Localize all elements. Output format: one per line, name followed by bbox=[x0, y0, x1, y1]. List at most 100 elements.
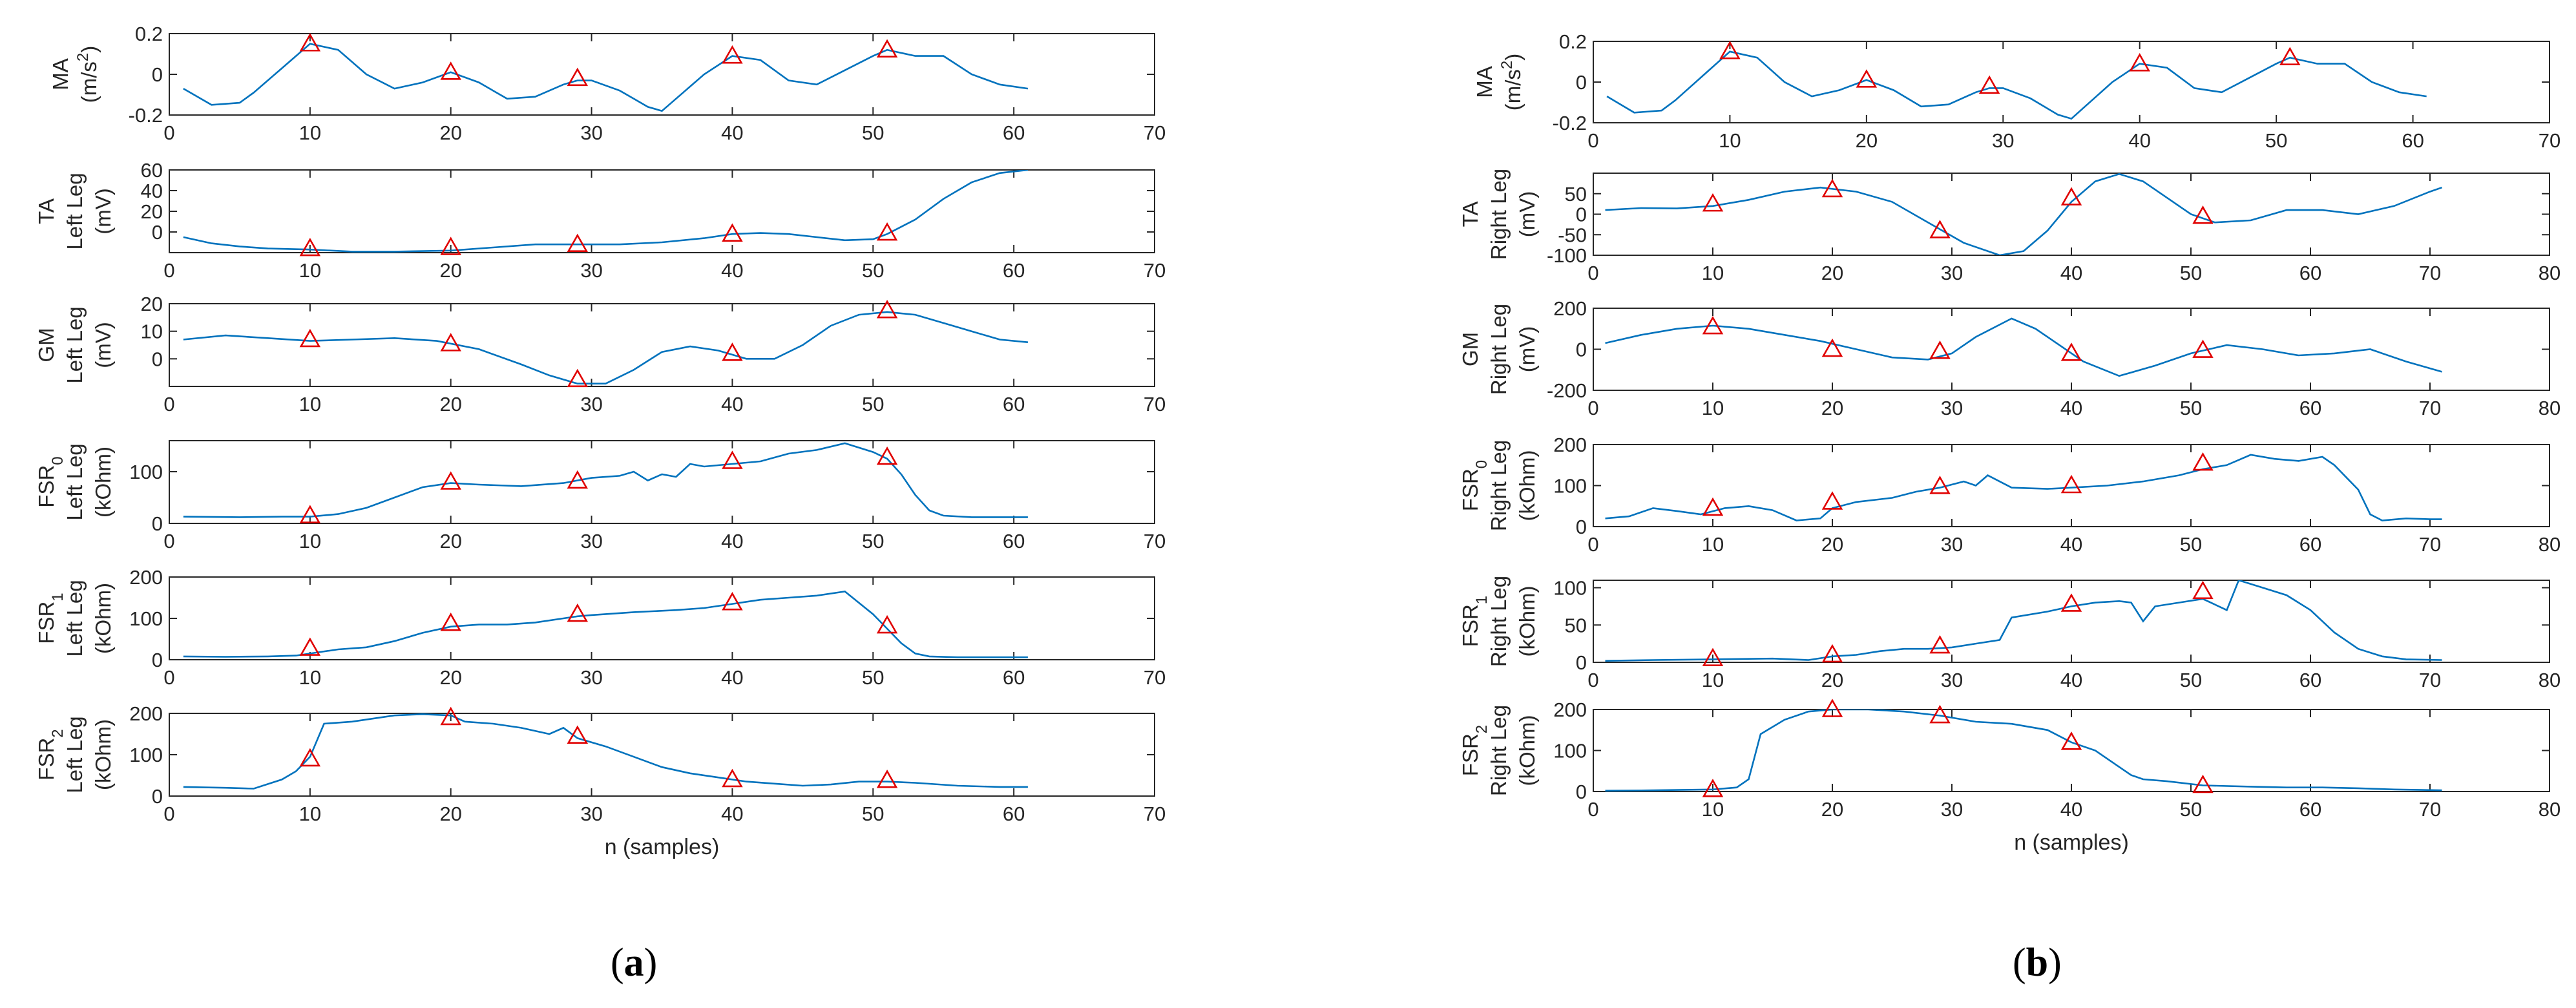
y-axis-label-line: (mV) bbox=[1515, 326, 1539, 372]
x-tick-label: 80 bbox=[2539, 397, 2560, 419]
x-tick-label: 60 bbox=[2299, 798, 2321, 821]
event-marker bbox=[1978, 75, 2000, 94]
y-axis-label-line: (kOhm) bbox=[1515, 450, 1539, 521]
x-tick-label: 70 bbox=[1144, 121, 1166, 144]
x-tick-label: 60 bbox=[2299, 533, 2321, 556]
y-tick-label: -200 bbox=[1547, 379, 1587, 402]
y-tick-label: 200 bbox=[1553, 434, 1587, 456]
y-axis-label-line: FSR2 bbox=[34, 729, 67, 780]
x-tick-label: 40 bbox=[2060, 397, 2082, 419]
x-tick-label: 20 bbox=[1821, 533, 1843, 556]
x-tick-label: 60 bbox=[1003, 393, 1025, 415]
event-marker bbox=[722, 45, 743, 64]
x-tick-label: 70 bbox=[1144, 530, 1166, 552]
x-tick-label: 40 bbox=[2128, 129, 2150, 152]
event-marker bbox=[722, 768, 743, 788]
event-marker bbox=[1929, 704, 1951, 724]
x-tick-label: 50 bbox=[862, 530, 884, 552]
panel-label-a: (a) bbox=[611, 941, 658, 985]
y-tick-label: 200 bbox=[129, 702, 163, 725]
y-axis-label-line: Left Leg bbox=[63, 443, 87, 520]
x-tick-label: 10 bbox=[1702, 669, 1724, 691]
y-axis-label-line: GM bbox=[1458, 332, 1482, 366]
x-tick-label: 40 bbox=[721, 393, 743, 415]
x-tick-label: 10 bbox=[1702, 798, 1724, 821]
event-marker bbox=[1702, 193, 1724, 212]
y-axis-label-line: (kOhm) bbox=[91, 583, 115, 654]
x-tick-label: 50 bbox=[2180, 798, 2202, 821]
x-tick-label: 40 bbox=[721, 259, 743, 282]
y-tick-label: 0 bbox=[152, 649, 163, 671]
x-tick-label: 70 bbox=[1144, 803, 1166, 825]
event-marker bbox=[299, 237, 321, 257]
event-marker bbox=[2060, 593, 2082, 612]
y-axis-label-line: Left Leg bbox=[63, 716, 87, 793]
series-line bbox=[183, 713, 1028, 790]
x-tick-label: 20 bbox=[1821, 397, 1843, 419]
x-tick-label: 30 bbox=[580, 393, 602, 415]
x-tick-label: 80 bbox=[2539, 798, 2560, 821]
x-tick-label: 40 bbox=[721, 121, 743, 144]
x-tick-label: 70 bbox=[1144, 259, 1166, 282]
x-tick-label: 40 bbox=[721, 666, 743, 689]
event-marker bbox=[876, 770, 898, 788]
y-axis-label-line: Left Leg bbox=[63, 306, 87, 383]
axes-box bbox=[1593, 41, 2550, 123]
x-tick-label: 40 bbox=[2060, 262, 2082, 284]
y-tick-label: 0 bbox=[152, 348, 163, 370]
y-tick-label: 50 bbox=[1565, 183, 1587, 205]
y-tick-label: 100 bbox=[129, 461, 163, 483]
axes-box bbox=[1593, 709, 2550, 792]
x-tick-label: 70 bbox=[2419, 533, 2441, 556]
y-tick-label: 0 bbox=[1576, 71, 1587, 94]
event-marker bbox=[1929, 341, 1951, 359]
event-marker bbox=[2129, 53, 2150, 72]
event-marker bbox=[1821, 178, 1843, 198]
event-marker bbox=[1702, 647, 1724, 667]
event-marker bbox=[722, 450, 743, 469]
x-tick-label: 60 bbox=[2299, 669, 2321, 691]
y-tick-label: -100 bbox=[1547, 244, 1587, 267]
x-tick-label: 50 bbox=[2180, 397, 2202, 419]
event-marker bbox=[2060, 187, 2082, 205]
series-line bbox=[1605, 173, 2442, 255]
x-tick-label: 30 bbox=[1941, 798, 1963, 821]
axes-box bbox=[169, 169, 1155, 253]
y-axis-label-line: TA bbox=[1458, 202, 1482, 227]
x-tick-label: 10 bbox=[1702, 262, 1724, 284]
y-axis-label-line: FSR0 bbox=[1458, 460, 1491, 511]
event-marker bbox=[2192, 580, 2214, 600]
x-tick-label: 0 bbox=[163, 259, 174, 282]
y-tick-label: 0 bbox=[1576, 204, 1587, 226]
y-axis-label-line: MA bbox=[1472, 66, 1496, 98]
y-axis-label-line: TA bbox=[34, 198, 58, 224]
event-marker bbox=[722, 592, 743, 611]
event-marker bbox=[567, 470, 589, 489]
event-marker bbox=[722, 342, 743, 361]
y-tick-label: 60 bbox=[141, 159, 163, 182]
event-marker bbox=[2060, 474, 2082, 494]
x-tick-label: 50 bbox=[2180, 262, 2202, 284]
x-tick-label: 0 bbox=[1587, 262, 1598, 284]
y-tick-label: 100 bbox=[129, 607, 163, 630]
x-tick-label: 60 bbox=[1003, 530, 1025, 552]
x-tick-label: 70 bbox=[2419, 397, 2441, 419]
x-tick-label: 30 bbox=[580, 803, 602, 825]
x-tick-label: 80 bbox=[2539, 533, 2560, 556]
y-axis-label-line: (m/s2) bbox=[1498, 54, 1525, 111]
event-marker bbox=[1702, 497, 1724, 516]
x-tick-label: 30 bbox=[580, 121, 602, 144]
y-tick-label: 20 bbox=[141, 293, 163, 315]
y-axis-label-line: Right Leg bbox=[1487, 304, 1511, 395]
x-tick-label: 70 bbox=[2419, 798, 2441, 821]
x-tick-label: 20 bbox=[1821, 798, 1843, 821]
x-tick-label: 10 bbox=[299, 803, 321, 825]
x-tick-label: 60 bbox=[1003, 259, 1025, 282]
y-tick-label: 50 bbox=[1565, 614, 1587, 636]
x-tick-label: 20 bbox=[1821, 262, 1843, 284]
